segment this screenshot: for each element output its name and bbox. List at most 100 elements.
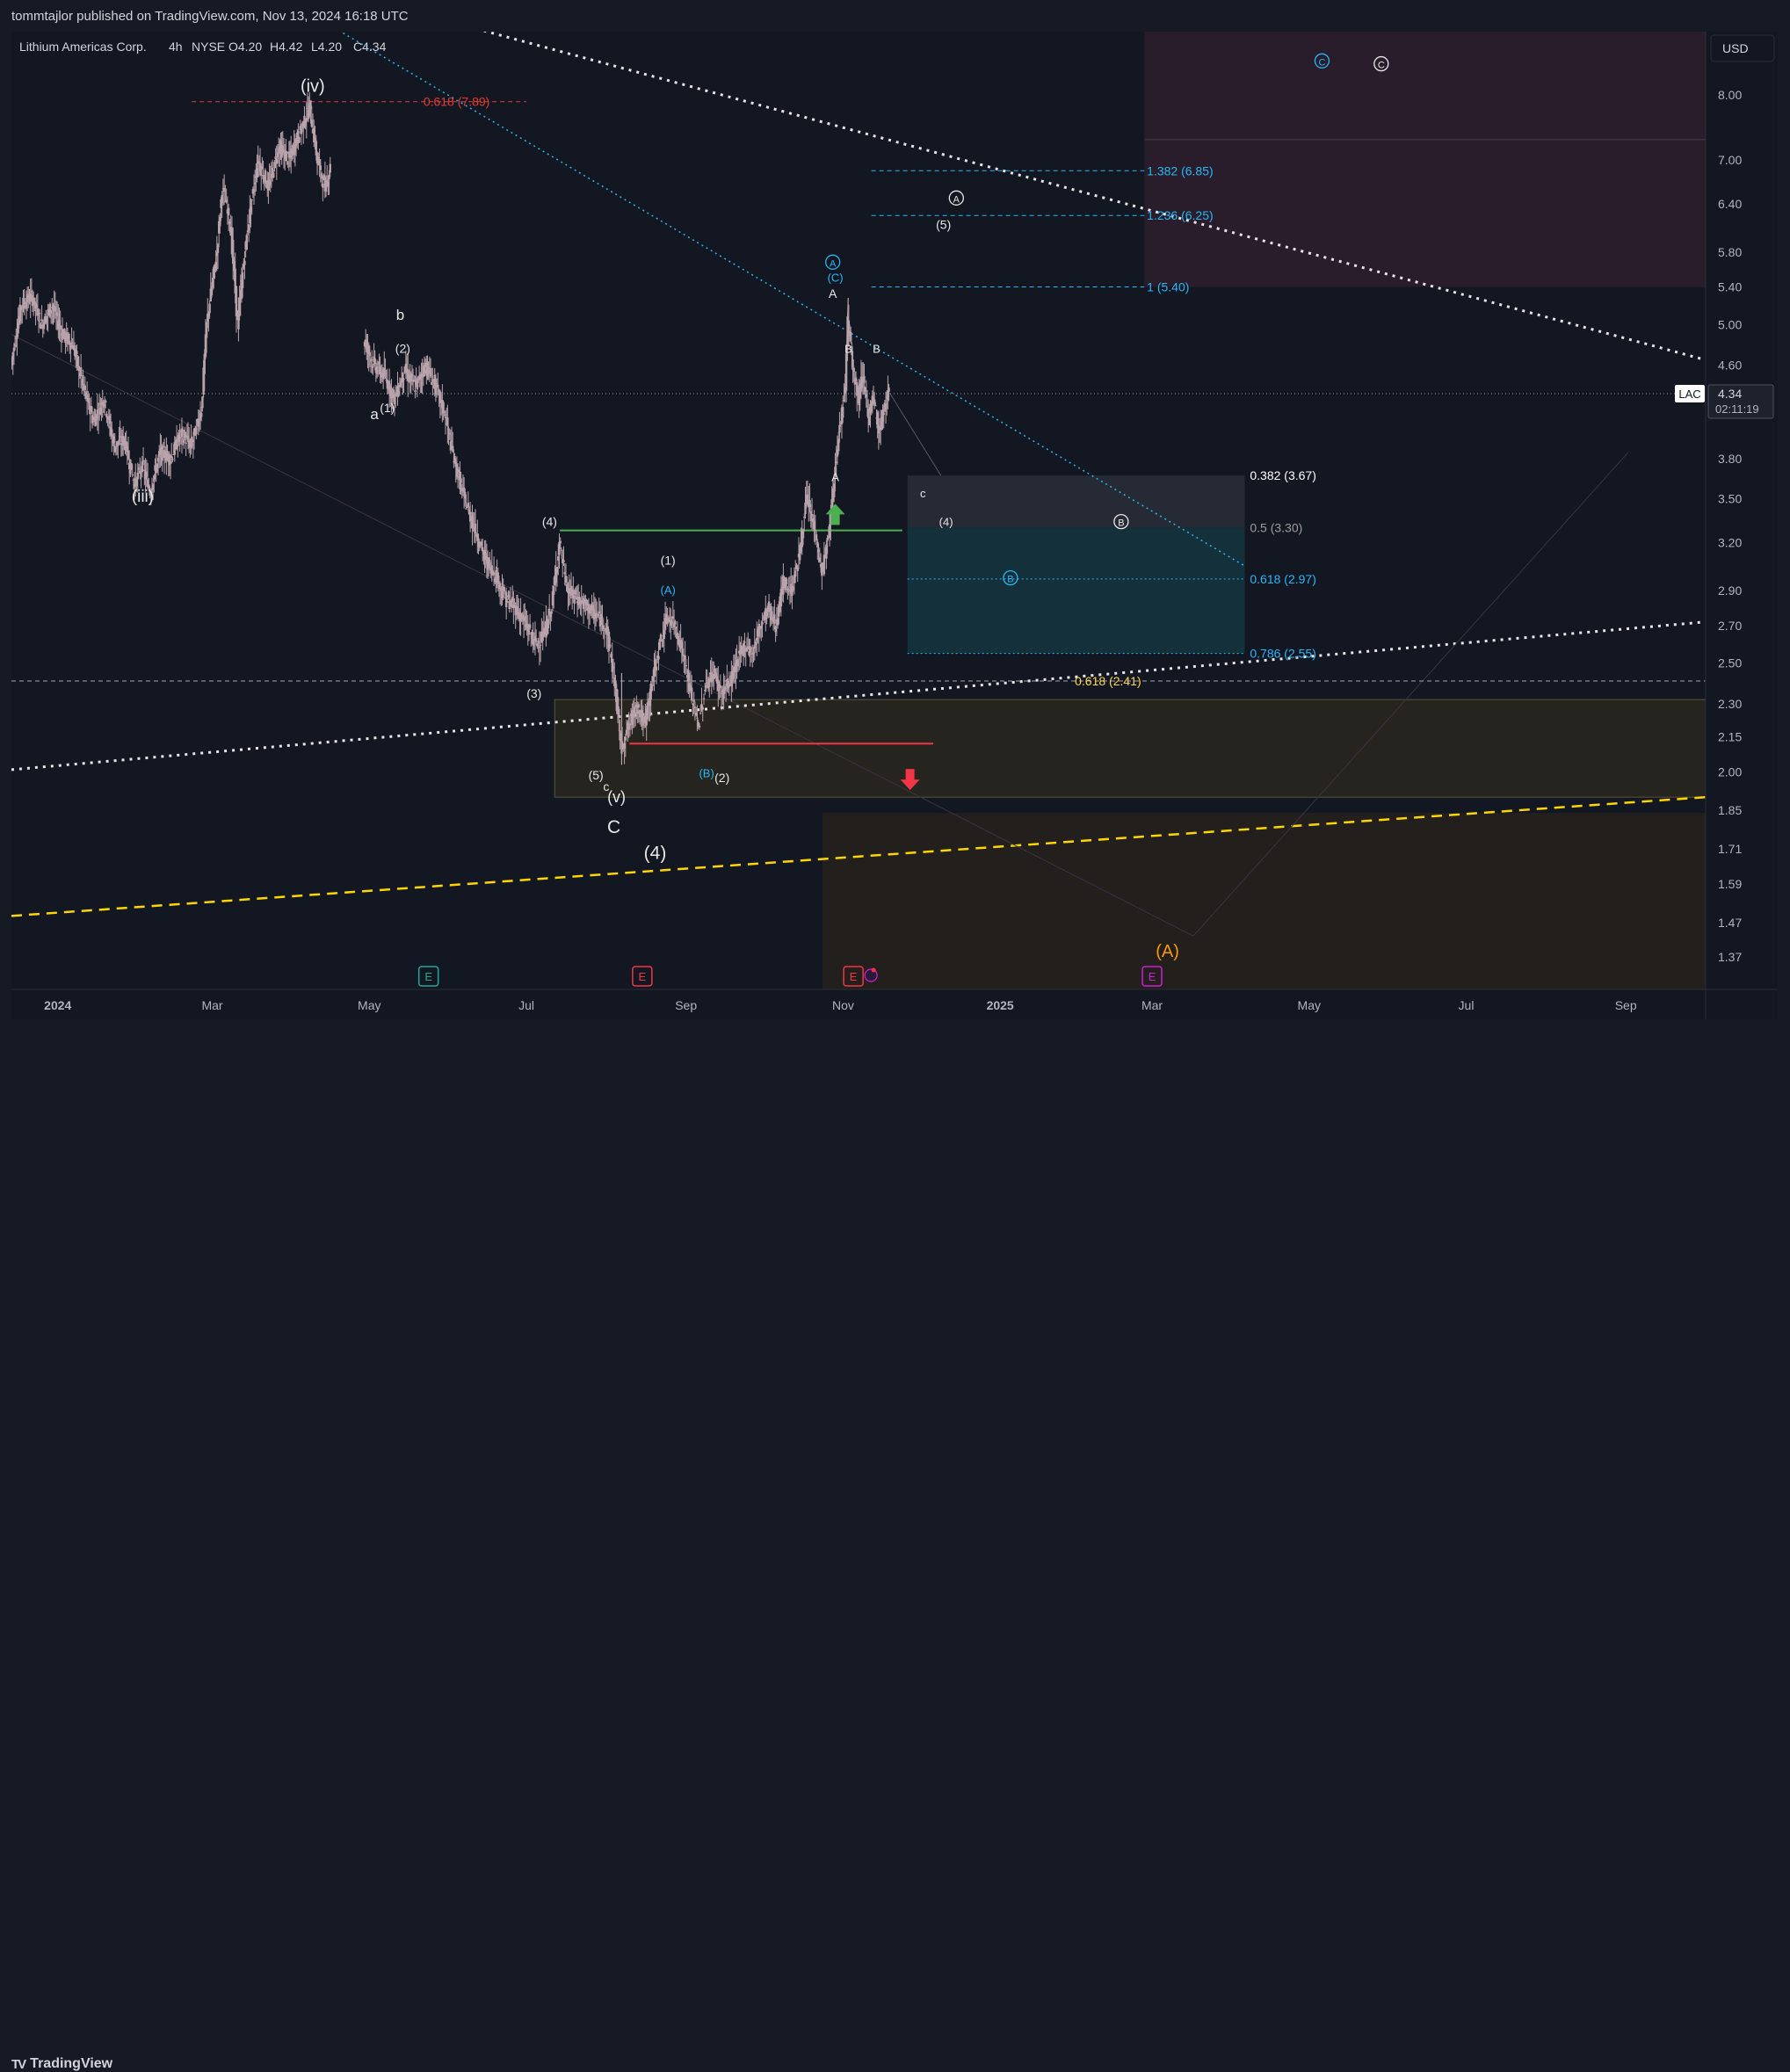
candle-body [708,677,711,687]
candle-body [887,390,889,401]
candle-body [204,334,207,358]
candle-body [447,428,450,430]
candle-body [873,399,876,405]
candle-body [130,463,133,470]
candle-body [622,746,625,748]
candle-body [231,239,235,264]
candle-body [513,602,516,604]
bar-countdown: 02:11:19 [1715,402,1759,416]
candle-body [262,174,265,179]
candle-body [458,469,460,473]
candle-body [564,576,568,583]
candle-body [105,413,108,418]
candle-body [200,413,203,417]
candle-body [291,149,294,160]
candle-body [214,262,217,271]
candle-body [504,591,508,608]
candle-body [149,489,151,496]
candle-body [384,373,387,374]
earnings-marker-icon[interactable]: E [632,966,653,987]
candle-body [477,541,480,547]
candle-body [815,534,818,540]
support-zone-brown [554,699,1706,798]
symbol-exchange: NYSE [192,40,225,54]
candle-body [298,137,301,143]
candle-body [563,571,566,575]
candle-body [492,572,496,576]
tradingview-brand[interactable]: TV TradingView [11,2056,112,2072]
candle-body [288,156,292,158]
candle-body [235,286,238,316]
candle-body [12,347,16,351]
candle-body [842,407,844,418]
candle-body [302,121,305,129]
wave-label-white: c [603,779,609,793]
candle-body [397,391,400,395]
candle-body [300,128,303,134]
candle-body [827,535,830,538]
candle-body [526,624,529,632]
candle-body [690,687,693,701]
wave-label-white: (4) [542,515,557,529]
candle-body [868,417,871,425]
candle-body [812,518,815,523]
publish-header: tommtajlor published on TradingView.com,… [0,0,1790,32]
candle-body [765,608,768,617]
candle-body [757,629,759,636]
candle-body [612,666,615,669]
candle-body [392,389,395,393]
candle-body [685,665,688,667]
candle-body [281,146,285,152]
candle-body [846,316,849,346]
candle-body [45,316,47,323]
candle-body [39,313,41,315]
price-chart[interactable]: (iv)(iii)b(2)a (1)(4)(1)(3)(5)c(v)C(4)(2)… [0,0,1790,1023]
candle-body [303,115,306,126]
earnings-marker-icon[interactable]: E [417,966,439,987]
wave-label-white: b [396,307,404,323]
candle-body [627,725,630,730]
candle-body [597,614,599,616]
candle-body [443,414,446,416]
candle-body [484,553,487,555]
candle-body [737,650,741,654]
candle-body [797,554,801,558]
candle-body [553,586,555,595]
candle-body [614,681,617,689]
last-price-tag [1707,384,1774,419]
currency-button[interactable]: USD [1710,34,1775,62]
candle-body [367,344,370,355]
candle-body [183,439,185,444]
candle-body [636,710,639,714]
candle-body [825,544,828,559]
candle-body [826,537,829,541]
candle-body [508,601,511,610]
candle-body [496,572,499,584]
candle-body [838,424,841,433]
candle-body [25,301,28,308]
candle-body [238,298,241,316]
candle-body [836,449,839,457]
candle-body [311,128,315,134]
candle-body [727,680,729,689]
candle-body [635,705,638,708]
candle-body [437,384,439,388]
candle-body [666,618,669,625]
earnings-marker-icon[interactable]: E [1141,966,1163,987]
candle-body [629,713,633,716]
candle-body [35,304,38,308]
candle-body [18,304,22,322]
candle-body [429,368,432,377]
candle-body [620,739,623,742]
candle-body [661,640,663,642]
candle-body [806,494,809,501]
candle-body [736,659,740,667]
candle-body [502,595,504,598]
candle-body [603,630,606,632]
earnings-marker-icon[interactable]: E [843,966,864,987]
wave-label-white: c [920,487,926,500]
candle-body [728,683,731,687]
candle-body [683,659,685,661]
candle-body [132,479,135,481]
candle-body [830,514,832,525]
